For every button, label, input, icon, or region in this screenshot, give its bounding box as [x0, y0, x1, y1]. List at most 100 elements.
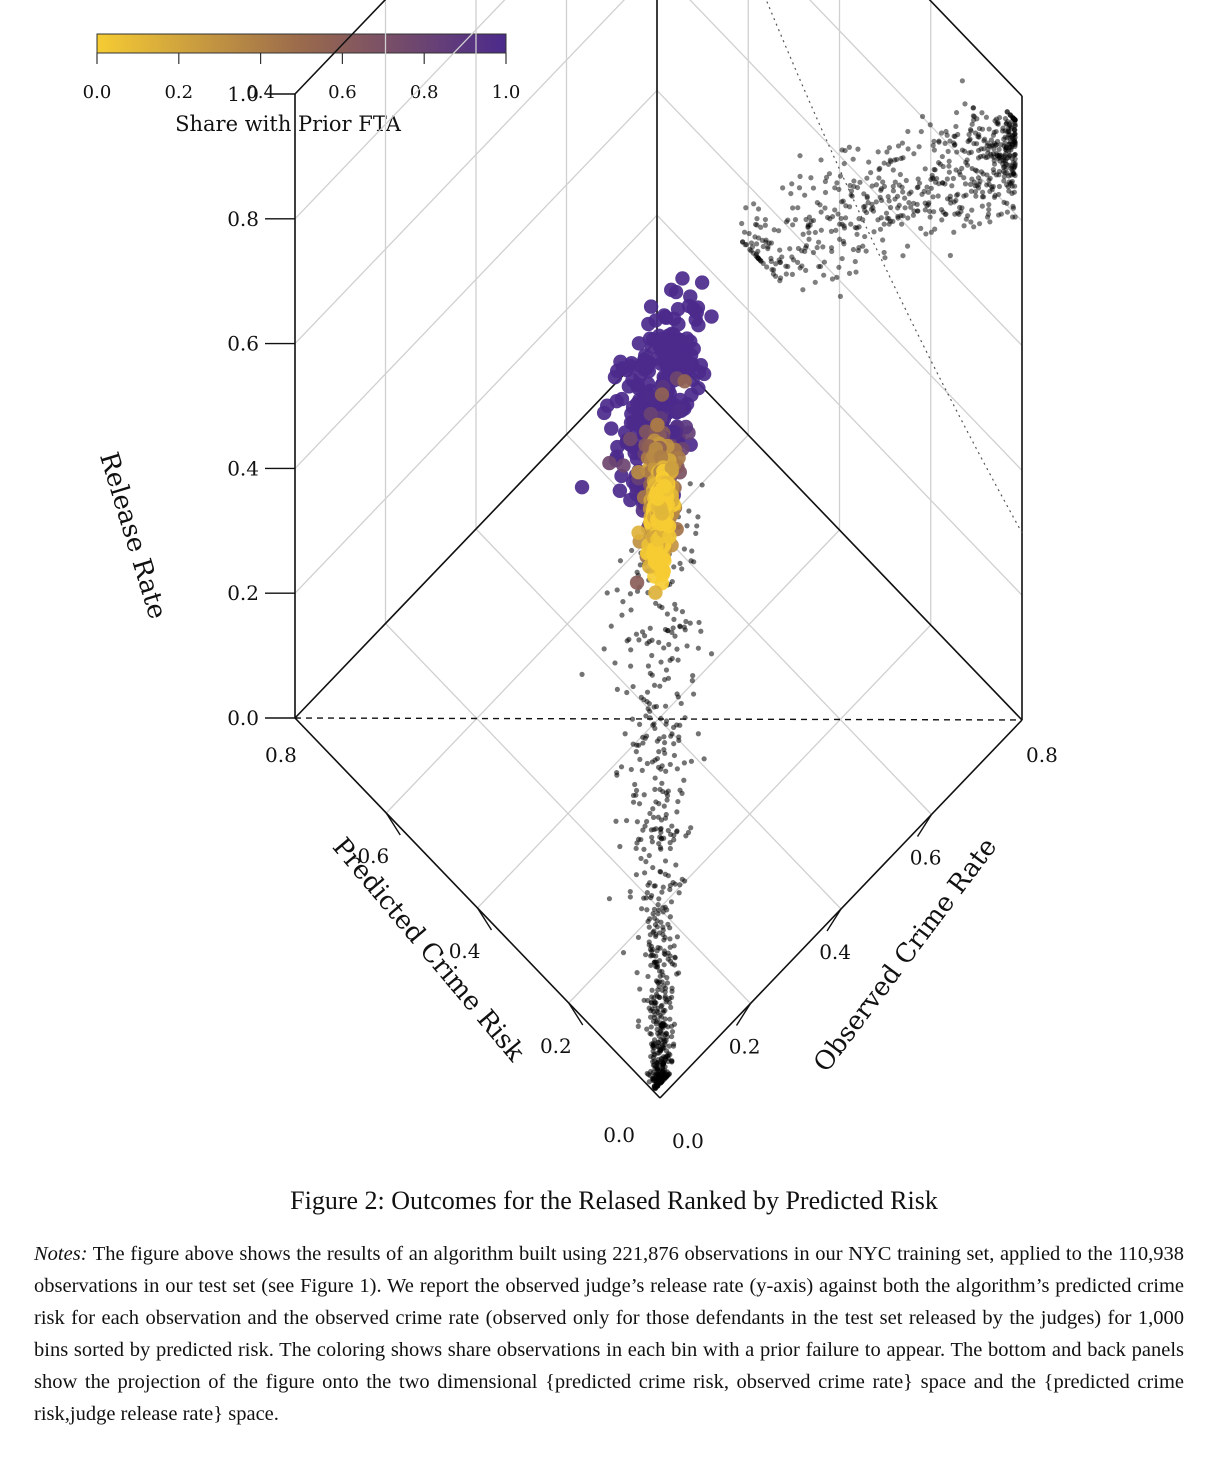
- back-point: [1006, 188, 1012, 194]
- floor-point: [690, 673, 696, 679]
- back-point: [829, 248, 835, 254]
- back-point: [1001, 173, 1007, 180]
- back-point: [826, 171, 833, 177]
- data-point: [662, 529, 677, 544]
- back-point: [802, 192, 808, 198]
- back-point: [969, 207, 975, 213]
- floor-point: [643, 952, 649, 958]
- back-point: [986, 126, 992, 132]
- back-point: [953, 167, 959, 173]
- back-point: [945, 148, 951, 154]
- back-point: [927, 208, 933, 215]
- back-point: [1002, 158, 1009, 164]
- back-point: [769, 267, 775, 273]
- data-point: [602, 455, 617, 471]
- back-point: [890, 188, 897, 194]
- back-point: [797, 153, 803, 159]
- floor-point: [644, 890, 650, 896]
- back-point: [1000, 168, 1006, 175]
- floor-point: [677, 882, 683, 888]
- floor-point: [628, 647, 634, 653]
- floor-point: [665, 827, 671, 834]
- back-point: [846, 144, 852, 150]
- back-point: [854, 231, 860, 237]
- floor-point: [655, 1050, 661, 1056]
- data-point: [629, 575, 645, 590]
- grid-line: [294, 0, 506, 220]
- floor-point: [674, 809, 680, 815]
- floor-point: [686, 508, 692, 514]
- back-point: [967, 181, 974, 187]
- grid-line: [294, 0, 625, 345]
- back-point: [760, 243, 766, 250]
- y-tick-mark: [826, 908, 842, 932]
- back-point: [751, 201, 757, 207]
- floor-point: [674, 828, 680, 834]
- floor-point: [668, 899, 675, 905]
- back-point: [944, 176, 950, 182]
- back-point: [918, 225, 924, 231]
- floor-point: [612, 660, 618, 666]
- floor-point: [656, 749, 662, 755]
- floor-point: [664, 793, 671, 799]
- back-point: [839, 255, 845, 262]
- back-point: [930, 142, 936, 149]
- floor-point: [649, 987, 655, 993]
- floor-point: [669, 1033, 675, 1040]
- back-point: [838, 215, 844, 222]
- back-point: [949, 183, 955, 189]
- floor-point: [649, 652, 655, 659]
- back-point: [986, 206, 992, 213]
- back-point: [818, 209, 824, 215]
- floor-point: [657, 994, 663, 1001]
- floor-point: [671, 962, 678, 968]
- back-point: [890, 183, 896, 190]
- back-point: [950, 175, 957, 182]
- back-point: [808, 175, 814, 181]
- floor-point: [667, 925, 673, 931]
- back-point: [752, 234, 758, 240]
- x-tick-mark: [385, 812, 401, 836]
- data-point: [650, 491, 666, 506]
- floor-point: [639, 629, 646, 635]
- floor-point: [662, 815, 669, 821]
- floor-point: [636, 1018, 642, 1024]
- back-point: [822, 178, 828, 185]
- data-point: [694, 275, 710, 290]
- data-point: [638, 348, 653, 363]
- data-point: [691, 318, 706, 333]
- back-point: [1004, 135, 1010, 141]
- colorbar-ticks: 0.0 0.2 0.4 0.6 0.8 1.0: [83, 53, 520, 103]
- frame-edge: [294, 0, 387, 95]
- floor-point: [656, 907, 662, 913]
- floor-point: [601, 646, 607, 652]
- data-point: [648, 585, 663, 600]
- floor-point: [657, 844, 664, 851]
- back-point: [877, 226, 884, 232]
- x-tick-mark: [568, 1002, 584, 1026]
- back-point: [892, 179, 898, 185]
- floor-point: [675, 798, 681, 805]
- floor-point: [658, 1068, 664, 1074]
- back-point: [873, 182, 880, 188]
- data-point: [574, 479, 590, 495]
- main-scatter-points: [574, 271, 719, 600]
- grid-line: [689, 0, 1023, 347]
- back-point: [857, 179, 863, 185]
- floor-point: [656, 639, 662, 645]
- back-point: [1010, 169, 1016, 176]
- floor-point: [670, 1043, 677, 1049]
- floor-point: [658, 829, 664, 835]
- back-point: [832, 185, 838, 191]
- floor-point: [652, 1085, 658, 1091]
- floor-point: [634, 970, 640, 976]
- floor-point: [663, 768, 669, 774]
- floor-point: [644, 907, 650, 913]
- floor-point: [669, 578, 675, 585]
- back-point: [870, 205, 876, 211]
- data-point: [670, 302, 686, 317]
- colorbar-tick-label: 0.2: [164, 82, 193, 103]
- back-point: [864, 193, 870, 199]
- floor-point: [617, 558, 624, 564]
- floor-point: [620, 599, 626, 605]
